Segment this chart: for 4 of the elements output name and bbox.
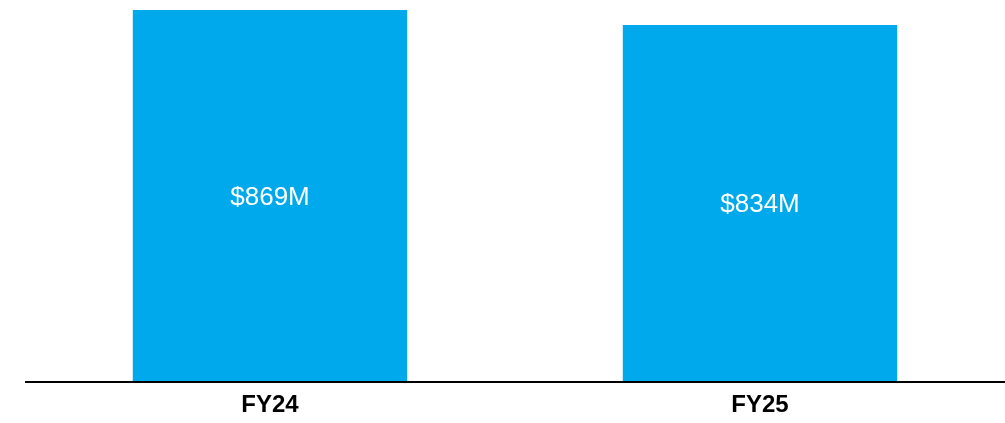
data-label: $869M <box>230 180 310 211</box>
x-tick-label: FY25 <box>731 389 789 417</box>
data-label: $834M <box>720 187 800 218</box>
x-tick-label: FY24 <box>241 389 300 417</box>
